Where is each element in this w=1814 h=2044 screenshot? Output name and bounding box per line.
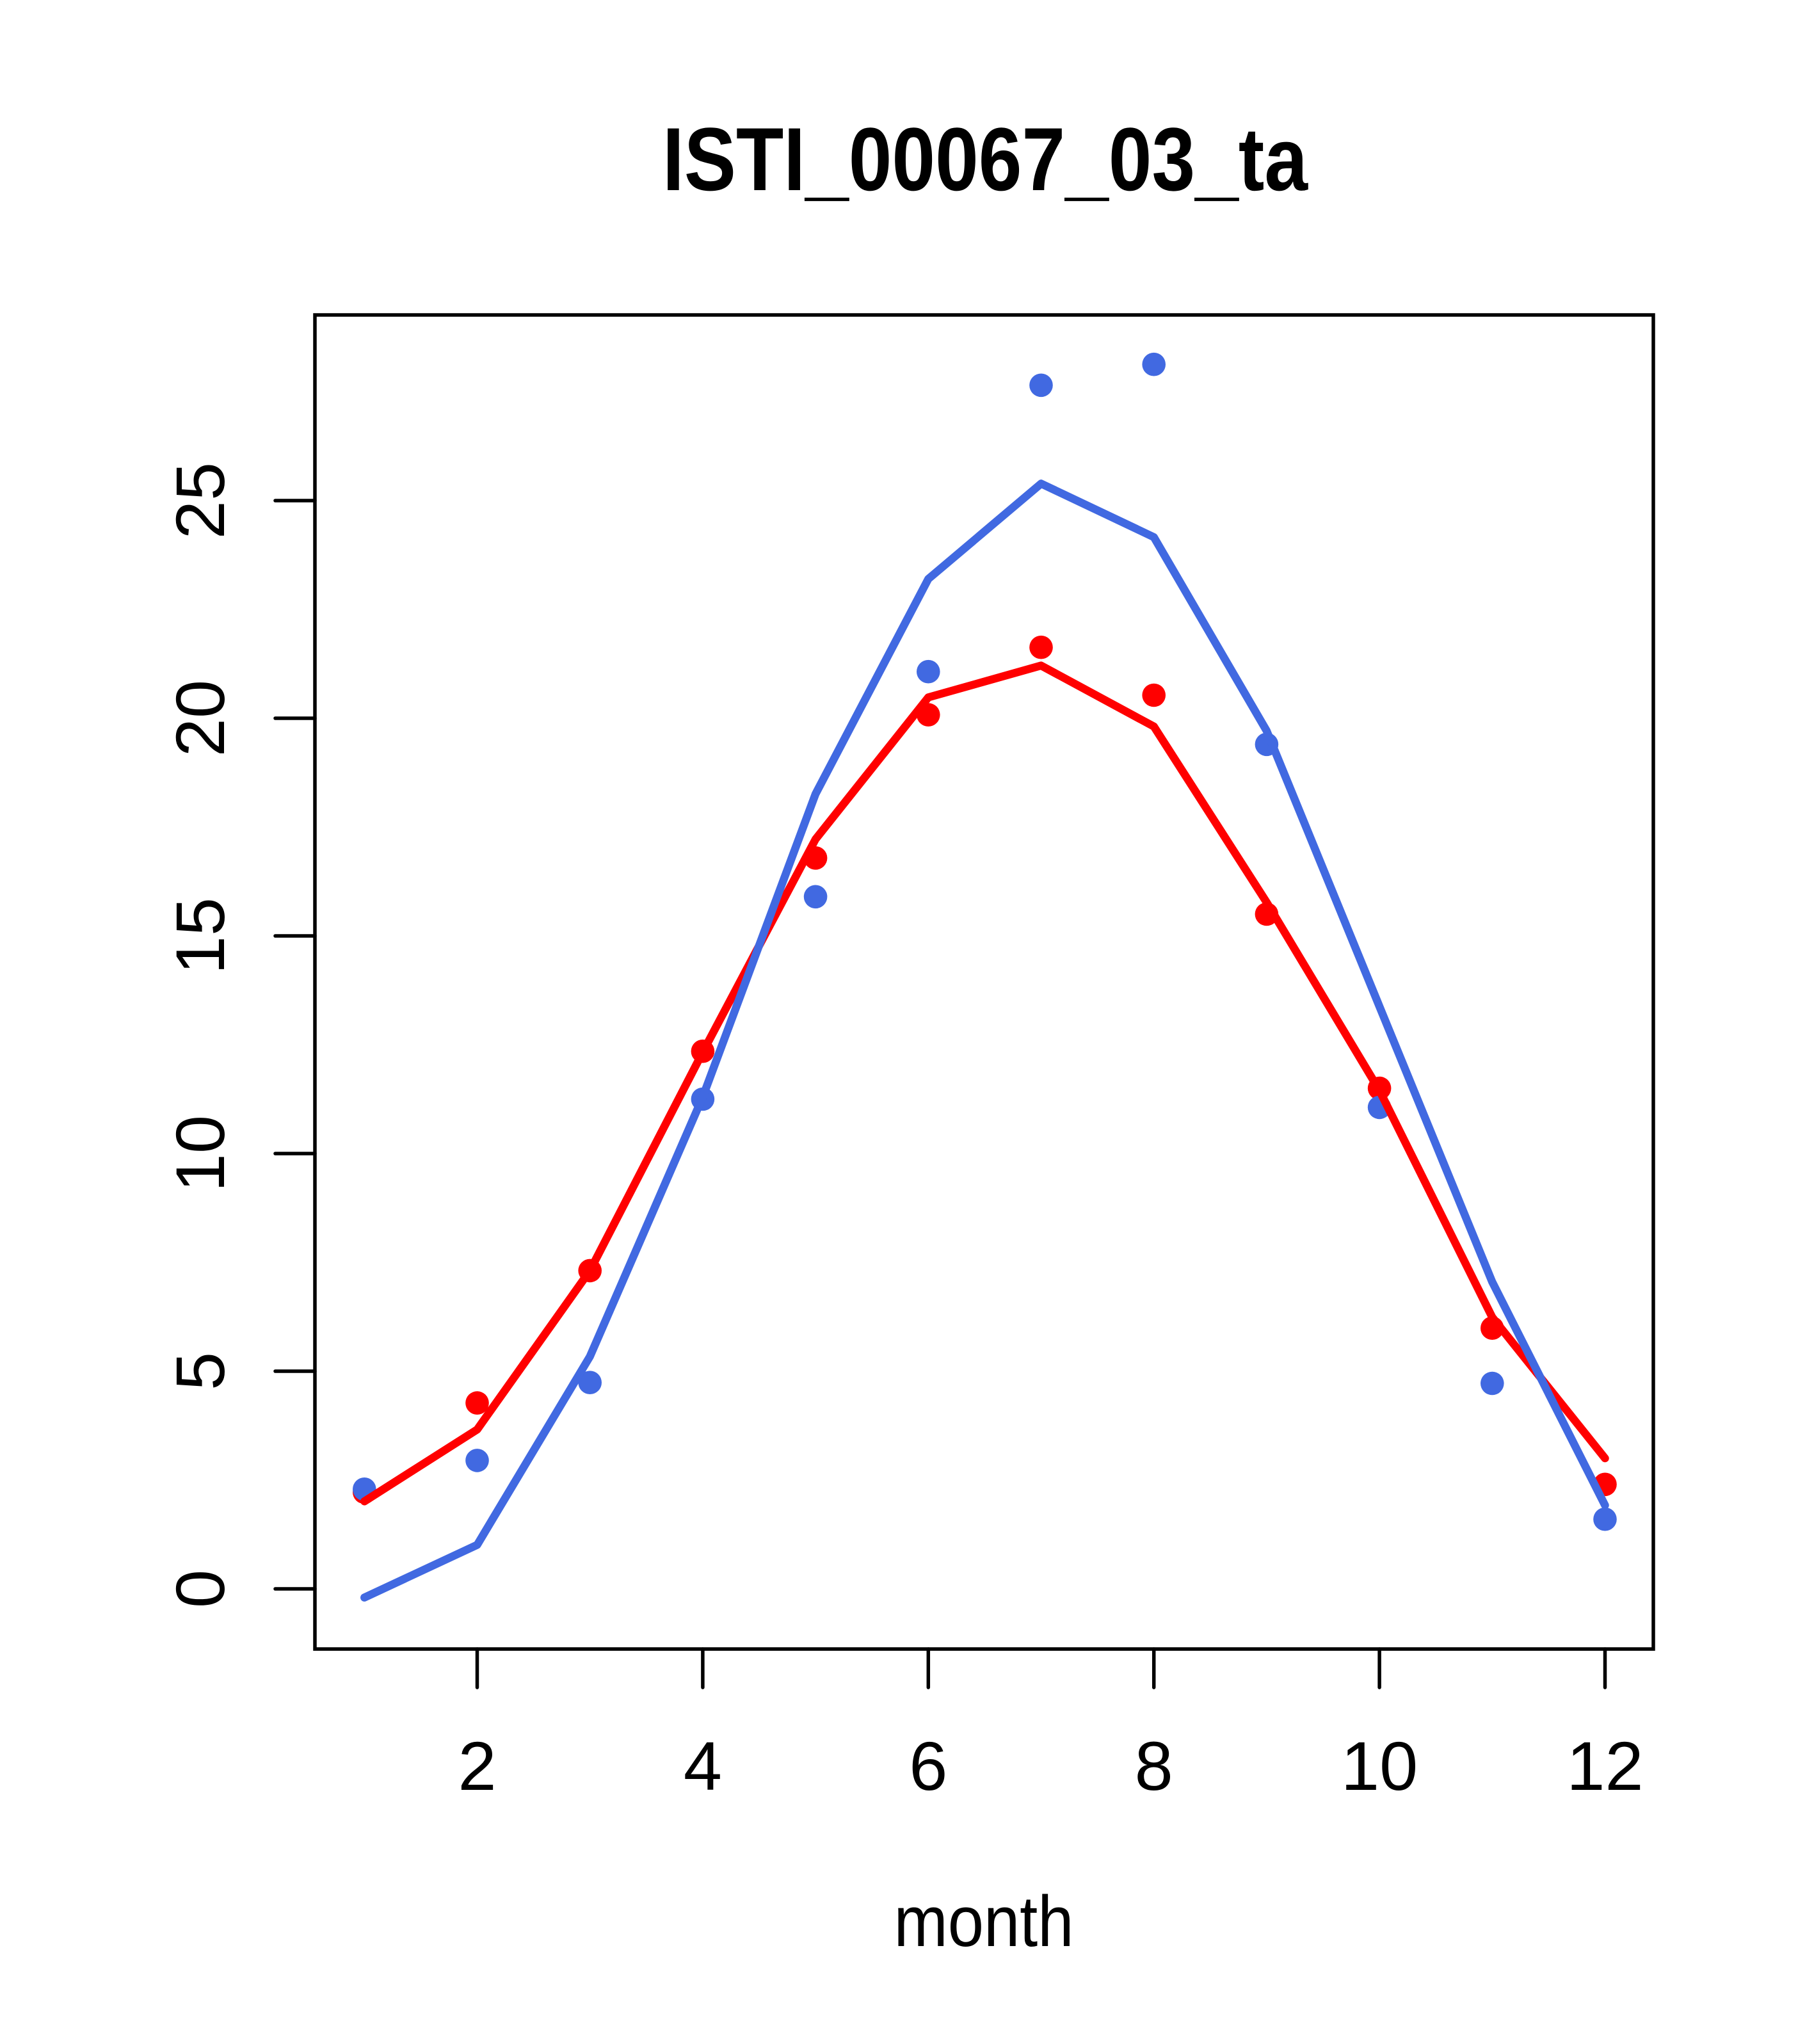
svg-text:15: 15 xyxy=(161,897,239,974)
svg-text:20: 20 xyxy=(161,680,239,757)
svg-text:6: 6 xyxy=(909,1727,947,1805)
svg-text:month: month xyxy=(894,1881,1074,1961)
svg-text:12: 12 xyxy=(1566,1727,1643,1805)
svg-text:10: 10 xyxy=(1341,1727,1418,1805)
svg-text:0: 0 xyxy=(161,1570,239,1608)
svg-text:5: 5 xyxy=(161,1352,239,1390)
svg-text:ISTI_00067_03_ta: ISTI_00067_03_ta xyxy=(662,109,1308,209)
svg-text:25: 25 xyxy=(161,462,239,539)
svg-text:4: 4 xyxy=(684,1727,722,1805)
svg-text:10: 10 xyxy=(161,1115,239,1192)
svg-text:2: 2 xyxy=(458,1727,496,1805)
svg-text:8: 8 xyxy=(1135,1727,1173,1805)
